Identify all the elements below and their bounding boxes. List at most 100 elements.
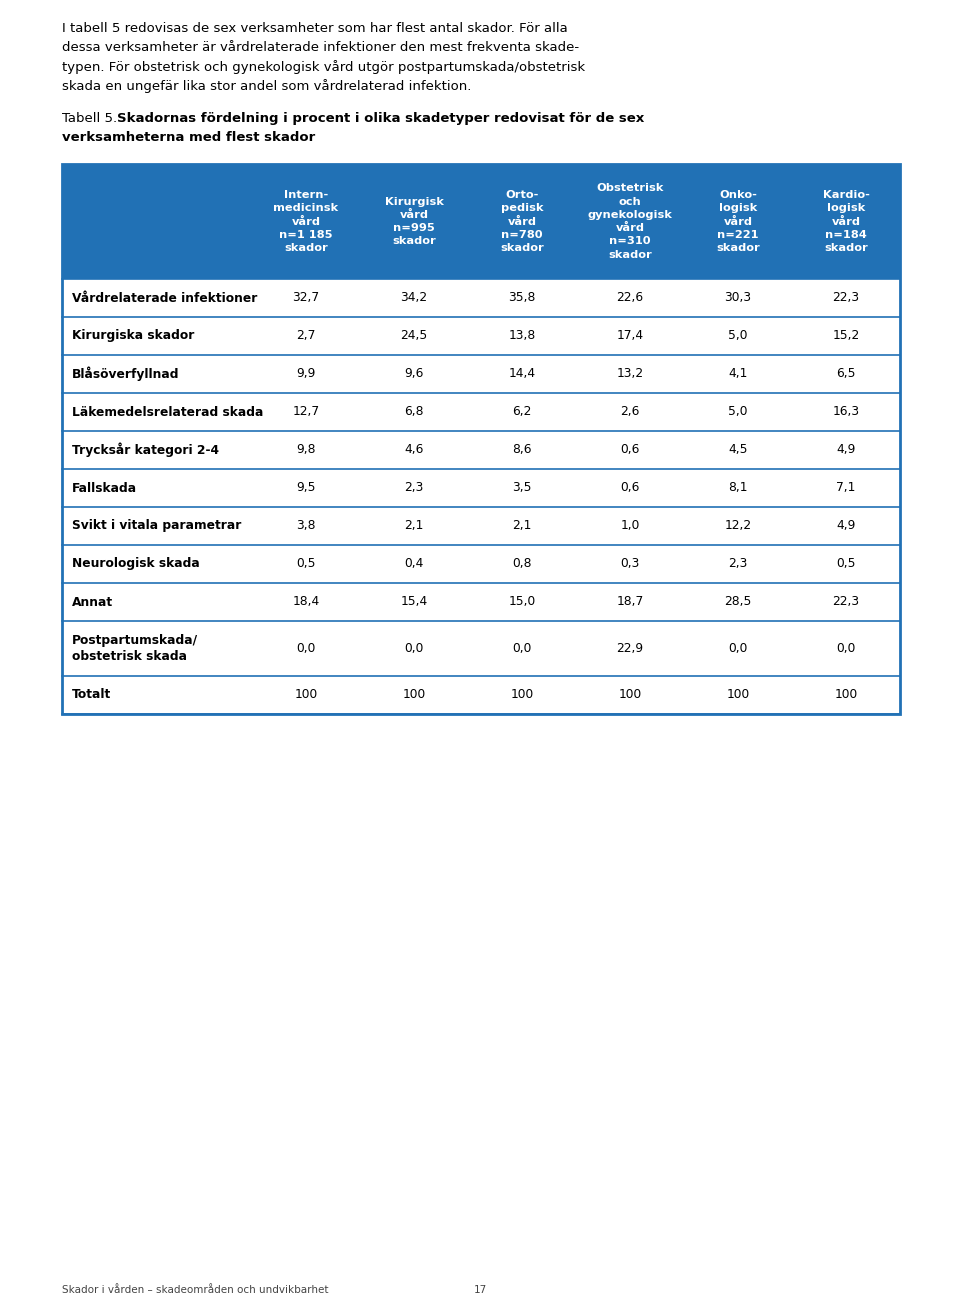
Text: 4,1: 4,1 [729,368,748,380]
Text: 12,7: 12,7 [293,406,320,418]
Text: 18,4: 18,4 [293,596,320,609]
Text: 18,7: 18,7 [616,596,643,609]
Text: 30,3: 30,3 [725,292,752,304]
Bar [62,583,900,621]
Text: Totalt: Totalt [72,689,111,701]
Text: 22,3: 22,3 [832,596,859,609]
Text: verksamheterna med flest skador: verksamheterna med flest skador [62,131,315,144]
Bar [62,621,900,676]
Text: 100: 100 [295,689,318,701]
Text: 0,6: 0,6 [620,482,639,494]
Bar [62,469,900,507]
Text: 32,7: 32,7 [293,292,320,304]
Text: 34,2: 34,2 [400,292,427,304]
Bar [62,431,900,469]
Text: typen. För obstetrisk och gynekologisk vård utgör postpartumskada/obstetrisk: typen. För obstetrisk och gynekologisk v… [62,60,586,73]
Bar [62,355,900,393]
Bar [62,507,900,545]
Text: 2,7: 2,7 [297,330,316,342]
Text: 28,5: 28,5 [724,596,752,609]
Text: 13,8: 13,8 [509,330,536,342]
Text: 17,4: 17,4 [616,330,643,342]
Text: 7,1: 7,1 [836,482,855,494]
Text: Orto-
pedisk
vård
n=780
skador: Orto- pedisk vård n=780 skador [500,190,544,253]
Text: 4,9: 4,9 [836,520,855,532]
Text: 2,3: 2,3 [729,558,748,570]
Text: 12,2: 12,2 [725,520,752,532]
Text: 100: 100 [618,689,641,701]
Text: Läkemedelsrelaterad skada: Läkemedelsrelaterad skada [72,406,263,418]
Text: 100: 100 [511,689,534,701]
Text: Tabell 5.: Tabell 5. [62,111,121,124]
Text: 6,8: 6,8 [404,406,423,418]
Text: 0,4: 0,4 [404,558,423,570]
Bar [62,317,900,355]
Text: 14,4: 14,4 [509,368,536,380]
Text: Annat: Annat [72,596,113,609]
Bar [62,164,900,279]
Text: Trycksår kategori 2-4: Trycksår kategori 2-4 [72,443,219,457]
Text: 3,5: 3,5 [513,482,532,494]
Text: 2,6: 2,6 [620,406,639,418]
Text: 0,8: 0,8 [513,558,532,570]
Text: Kirurgiska skador: Kirurgiska skador [72,330,194,342]
Text: 0,0: 0,0 [513,642,532,655]
Text: 9,9: 9,9 [297,368,316,380]
Text: Skador i vården – skadeområden och undvikbarhet: Skador i vården – skadeområden och undvi… [62,1285,328,1296]
Text: 0,0: 0,0 [729,642,748,655]
Text: 100: 100 [402,689,425,701]
Bar [62,164,900,714]
Text: Postpartumskada/
obstetrisk skada: Postpartumskada/ obstetrisk skada [72,634,198,663]
Text: 0,0: 0,0 [836,642,855,655]
Text: 24,5: 24,5 [400,330,427,342]
Text: 9,6: 9,6 [404,368,423,380]
Bar [62,393,900,431]
Text: Kardio-
logisk
vård
n=184
skador: Kardio- logisk vård n=184 skador [823,190,870,253]
Text: 0,6: 0,6 [620,444,639,456]
Text: 6,2: 6,2 [513,406,532,418]
Bar [62,279,900,317]
Text: 2,1: 2,1 [404,520,423,532]
Text: 8,6: 8,6 [513,444,532,456]
Text: 1,0: 1,0 [620,520,639,532]
Text: 2,1: 2,1 [513,520,532,532]
Text: 35,8: 35,8 [508,292,536,304]
Text: Neurologisk skada: Neurologisk skada [72,558,200,570]
Text: 9,5: 9,5 [297,482,316,494]
Text: 8,1: 8,1 [729,482,748,494]
Text: 3,8: 3,8 [297,520,316,532]
Text: 0,3: 0,3 [620,558,639,570]
Text: 100: 100 [727,689,750,701]
Text: skada en ungefär lika stor andel som vårdrelaterad infektion.: skada en ungefär lika stor andel som vår… [62,79,471,93]
Text: Svikt i vitala parametrar: Svikt i vitala parametrar [72,520,241,532]
Text: 2,3: 2,3 [404,482,423,494]
Text: Obstetrisk
och
gynekologisk
vård
n=310
skador: Obstetrisk och gynekologisk vård n=310 s… [588,183,672,259]
Text: Onko-
logisk
vård
n=221
skador: Onko- logisk vård n=221 skador [716,190,760,253]
Text: Vårdrelaterade infektioner: Vårdrelaterade infektioner [72,292,257,304]
Text: 0,0: 0,0 [404,642,423,655]
Text: Blåsöverfyllnad: Blåsöverfyllnad [72,367,180,381]
Text: 22,6: 22,6 [616,292,643,304]
Text: 6,5: 6,5 [836,368,855,380]
Text: 4,6: 4,6 [404,444,423,456]
Text: Kirurgisk
vård
n=995
skador: Kirurgisk vård n=995 skador [385,196,444,246]
Text: 100: 100 [834,689,857,701]
Text: 9,8: 9,8 [297,444,316,456]
Text: 0,5: 0,5 [836,558,855,570]
Text: Fallskada: Fallskada [72,482,137,494]
Bar [62,676,900,714]
Text: 15,2: 15,2 [832,330,859,342]
Text: 5,0: 5,0 [729,406,748,418]
Text: Intern-
medicinsk
vård
n=1 185
skador: Intern- medicinsk vård n=1 185 skador [274,190,339,253]
Text: 0,5: 0,5 [297,558,316,570]
Bar [62,545,900,583]
Text: 4,9: 4,9 [836,444,855,456]
Text: 5,0: 5,0 [729,330,748,342]
Text: 17: 17 [473,1285,487,1296]
Text: dessa verksamheter är vårdrelaterade infektioner den mest frekventa skade-: dessa verksamheter är vårdrelaterade inf… [62,41,579,54]
Text: 16,3: 16,3 [832,406,859,418]
Text: 0,0: 0,0 [297,642,316,655]
Text: I tabell 5 redovisas de sex verksamheter som har flest antal skador. För alla: I tabell 5 redovisas de sex verksamheter… [62,22,567,35]
Text: Skadornas fördelning i procent i olika skadetyper redovisat för de sex: Skadornas fördelning i procent i olika s… [117,111,644,124]
Text: 15,4: 15,4 [400,596,427,609]
